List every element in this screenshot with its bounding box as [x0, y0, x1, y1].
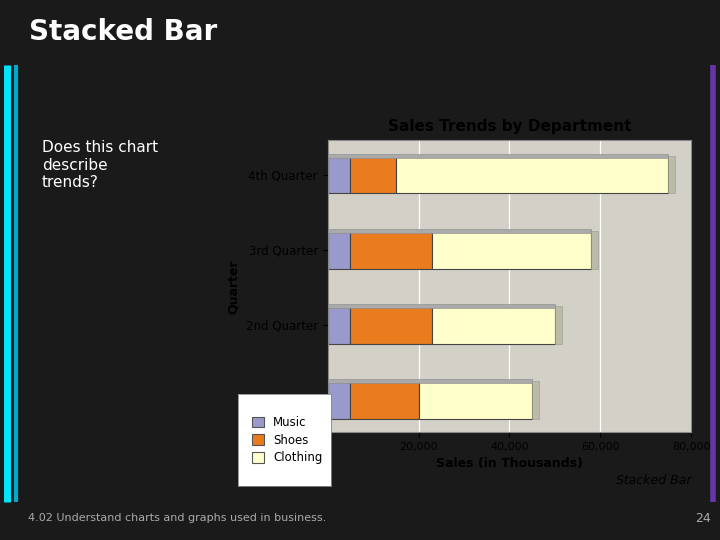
Bar — [532, 381, 539, 418]
Text: 24: 24 — [696, 511, 711, 525]
Bar — [328, 156, 351, 193]
Y-axis label: Quarter: Quarter — [227, 259, 240, 314]
X-axis label: Sales (in Thousands): Sales (in Thousands) — [436, 457, 582, 470]
Bar — [328, 154, 668, 158]
Legend: Music, Shoes, Clothing: Music, Shoes, Clothing — [248, 413, 326, 468]
Text: Stacked Bar: Stacked Bar — [29, 18, 217, 46]
Bar — [328, 379, 532, 383]
Bar — [351, 231, 432, 268]
Bar — [328, 381, 351, 418]
Bar — [396, 156, 668, 193]
Bar — [418, 381, 532, 418]
Bar — [351, 156, 396, 193]
Bar — [328, 229, 591, 233]
Title: Sales Trends by Department: Sales Trends by Department — [387, 119, 631, 134]
Bar — [351, 306, 432, 343]
Bar — [328, 306, 351, 343]
Bar — [432, 306, 555, 343]
Bar — [328, 304, 555, 308]
Bar — [668, 156, 675, 193]
Bar — [328, 231, 351, 268]
Bar — [432, 231, 591, 268]
Text: 4.02 Understand charts and graphs used in business.: 4.02 Understand charts and graphs used i… — [28, 513, 326, 523]
Bar — [555, 306, 562, 343]
Text: Does this chart
describe
trends?: Does this chart describe trends? — [42, 140, 158, 190]
Text: Stacked Bar: Stacked Bar — [616, 474, 691, 487]
Bar — [591, 231, 598, 268]
Bar — [351, 381, 418, 418]
